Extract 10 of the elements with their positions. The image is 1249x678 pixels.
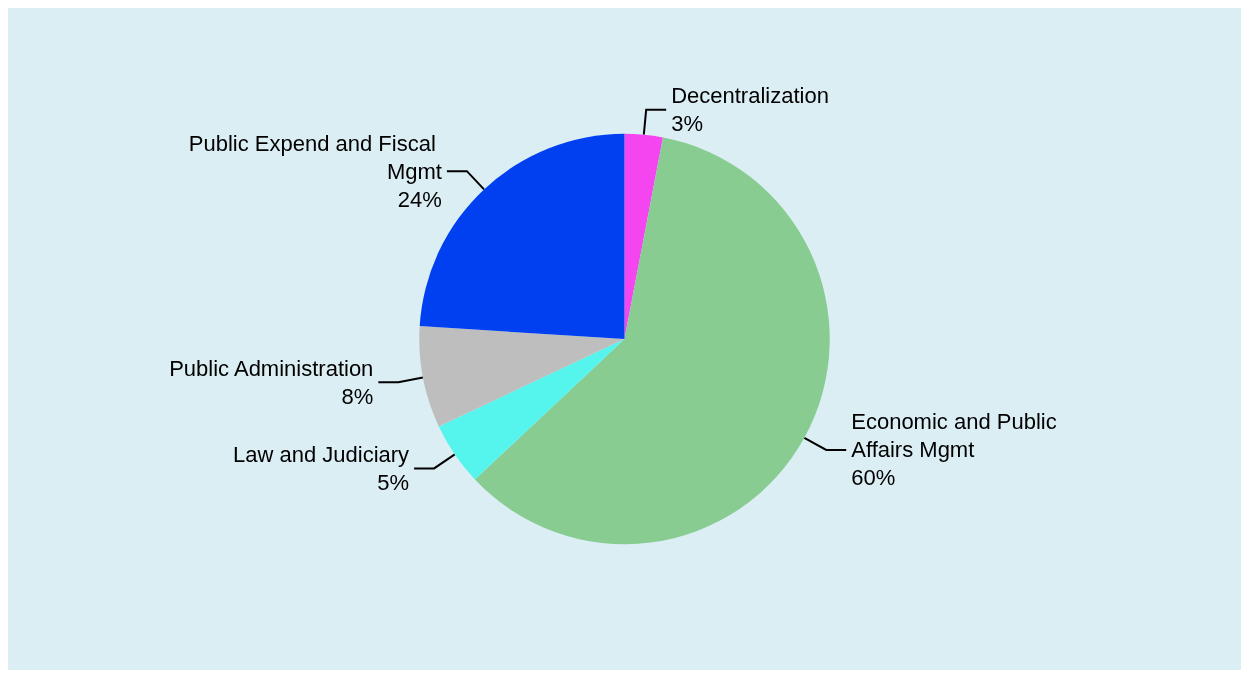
data-label: 60% [851,465,896,491]
slice-label: Economic and Public Affairs Mgmt [851,409,1063,463]
slice-label: Public Expend and Fiscal Mgmt [188,130,442,184]
data-label: 8% [341,383,374,409]
slice-label: Decentralization [671,83,829,109]
data-label: 24% [397,186,442,212]
data-label: 3% [671,111,703,137]
slice-label: Law and Judiciary [232,441,410,467]
data-label: 5% [377,469,410,495]
slice-label: Public Administration [169,355,374,381]
